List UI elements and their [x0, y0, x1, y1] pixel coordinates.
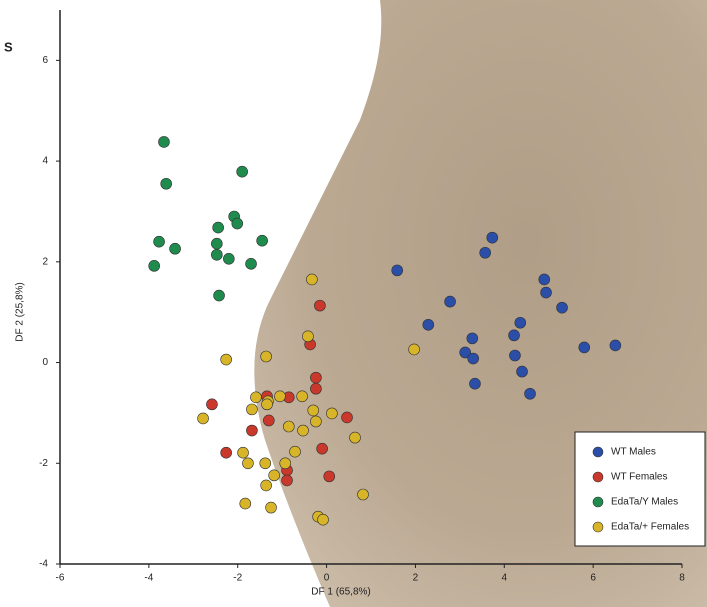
point: [220, 353, 232, 366]
legend-marker: [592, 446, 604, 458]
point: [514, 316, 527, 329]
point: [540, 286, 552, 299]
point: [211, 237, 223, 250]
point: [408, 343, 420, 356]
point: [326, 407, 338, 420]
legend: WT Males WT Females EdaTa/Y Males EdaTa/+ F…: [574, 431, 706, 547]
point: [279, 457, 292, 470]
point: [148, 260, 160, 272]
point: [316, 442, 328, 455]
x-axis-label: DF 1 (65,8%): [311, 587, 370, 598]
point: [469, 377, 481, 390]
point: [239, 497, 252, 510]
point: [274, 390, 286, 403]
x-tick-label: -2: [233, 573, 242, 584]
point: [516, 365, 528, 378]
point: [213, 289, 225, 302]
x-tick-label: 6: [590, 573, 596, 584]
point: [265, 501, 277, 514]
point: [509, 349, 521, 362]
point: [260, 350, 272, 363]
point: [307, 404, 320, 417]
point: [310, 371, 322, 384]
point: [260, 479, 272, 492]
panel-label: S: [4, 39, 13, 54]
x-tick-label: 8: [679, 573, 685, 584]
x-tick-label: 2: [413, 573, 419, 584]
point: [296, 390, 308, 403]
point: [556, 301, 568, 314]
point: [297, 424, 309, 437]
point: [246, 403, 258, 416]
legend-marker: [592, 521, 604, 533]
point: [250, 391, 262, 404]
point: [486, 231, 499, 244]
point: [263, 414, 275, 427]
legend-label: EdaTa/Y Males: [611, 497, 678, 508]
y-tick-label: 2: [42, 256, 48, 267]
point: [310, 382, 322, 395]
y-tick-label: 4: [42, 156, 48, 167]
point: [609, 339, 622, 352]
x-tick-label: 0: [324, 573, 330, 584]
point: [206, 398, 218, 411]
point: [268, 469, 280, 482]
point: [223, 252, 235, 265]
point: [160, 177, 172, 190]
point: [357, 488, 369, 501]
point: [306, 273, 318, 286]
point: [578, 341, 591, 354]
point: [444, 295, 456, 308]
point: [169, 242, 181, 255]
point: [220, 446, 232, 459]
point: [391, 264, 404, 277]
x-tick-label: -6: [56, 573, 65, 584]
point: [245, 258, 257, 270]
y-tick-label: 6: [42, 55, 48, 66]
point: [231, 217, 244, 230]
point: [158, 136, 170, 148]
point: [508, 329, 520, 342]
point: [467, 352, 479, 365]
point: [283, 420, 295, 433]
point: [466, 332, 479, 345]
y-tick-label: -2: [39, 458, 48, 469]
point: [212, 221, 224, 234]
point: [310, 415, 322, 428]
point: [538, 273, 551, 286]
point: [459, 346, 471, 359]
point: [236, 165, 248, 178]
y-axis-label: DF 2 (25,8%): [15, 282, 26, 341]
x-tick-label: -4: [144, 573, 153, 584]
point: [237, 446, 249, 459]
point: [281, 474, 293, 487]
legend-label: WT Males: [611, 447, 656, 458]
point: [197, 412, 209, 425]
point: [261, 398, 273, 411]
point: [302, 330, 314, 343]
point: [246, 424, 258, 437]
point: [323, 470, 336, 483]
y-tick-label: -4: [39, 559, 48, 570]
x-tick-label: 4: [502, 573, 508, 584]
point: [242, 457, 254, 470]
point: [289, 445, 301, 458]
point: [422, 318, 435, 331]
point: [349, 431, 361, 444]
legend-label: WT Females: [611, 472, 668, 483]
point: [317, 513, 329, 526]
point: [314, 299, 326, 312]
point: [211, 248, 223, 261]
point: [259, 457, 272, 470]
point: [256, 234, 268, 247]
legend-marker: [592, 471, 604, 483]
point: [524, 387, 536, 400]
point: [153, 235, 165, 248]
point: [341, 411, 353, 424]
legend-label: EdaTa/+ Females: [611, 522, 689, 533]
point: [479, 246, 491, 259]
legend-marker: [592, 496, 604, 508]
y-tick-label: 0: [42, 357, 48, 368]
